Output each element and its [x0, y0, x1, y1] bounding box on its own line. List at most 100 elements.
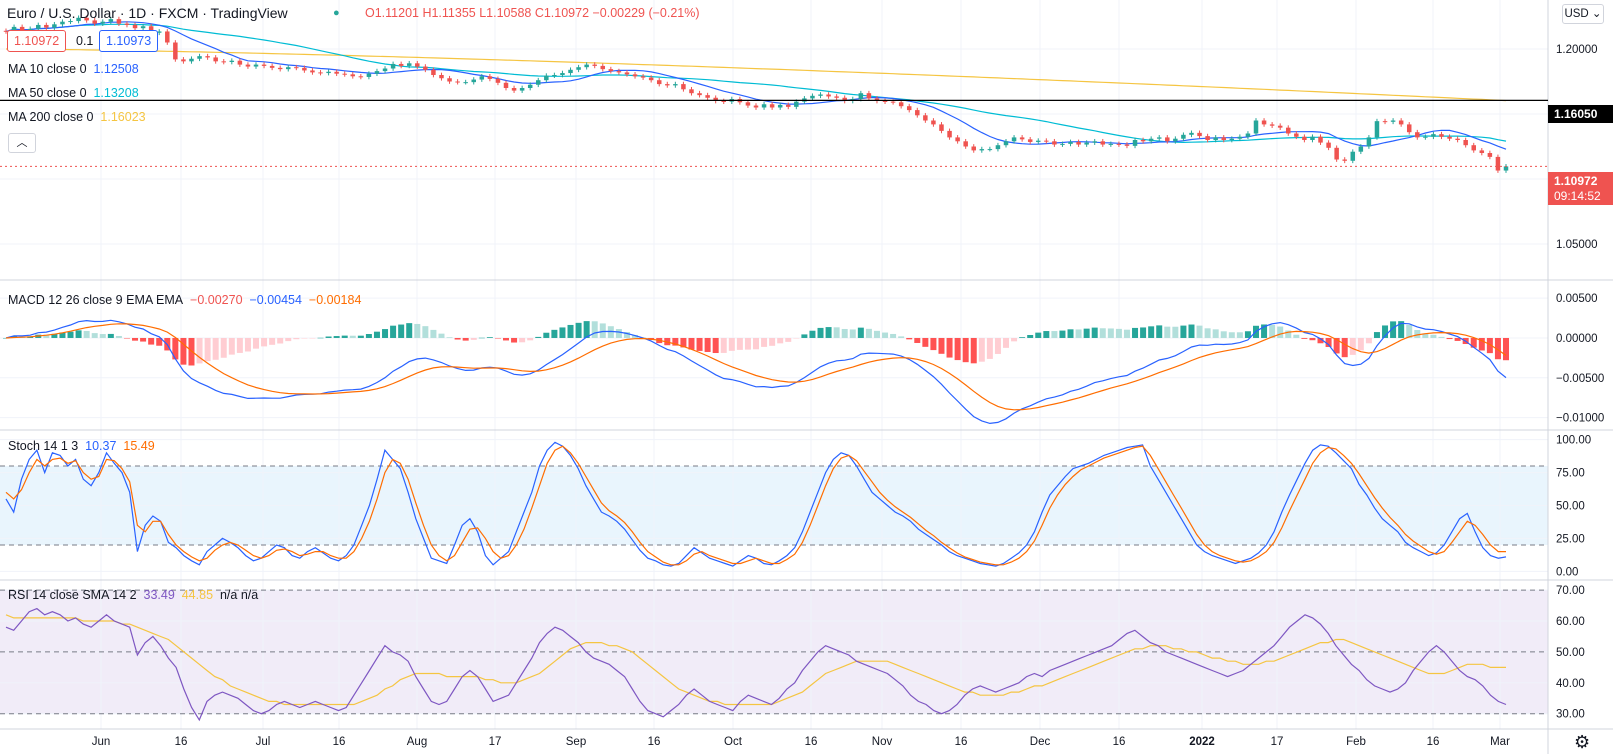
candle [302, 67, 307, 71]
candle [971, 146, 976, 151]
macd-histogram-bar [1220, 331, 1227, 338]
candle [866, 93, 872, 99]
candle [132, 24, 138, 29]
macd-histogram-bar [51, 333, 58, 338]
candle [906, 106, 912, 111]
macd-histogram-bar [1333, 337, 1340, 354]
candle [503, 82, 509, 88]
macd-histogram-bar [478, 337, 485, 339]
candle [1052, 141, 1057, 145]
candle [1237, 136, 1243, 139]
x-tick-label: 16 [648, 736, 661, 748]
macd-histogram-bar [567, 324, 574, 338]
candle [527, 84, 533, 88]
candle [124, 23, 130, 25]
candle [60, 21, 65, 25]
macd-histogram-bar [704, 337, 711, 352]
macd-histogram-bar [1003, 337, 1009, 348]
x-tick-label: Oct [724, 736, 743, 748]
candle [1479, 150, 1485, 153]
candle [1100, 141, 1106, 145]
macd-histogram-bar [317, 337, 324, 339]
candle [1447, 136, 1452, 139]
candle [640, 76, 646, 78]
macd-histogram-bar [994, 337, 1001, 354]
macd-histogram-bar [1075, 329, 1082, 338]
macd-histogram-bar [736, 337, 743, 350]
candle [1406, 124, 1412, 133]
macd-y-tick: 0.00500 [1556, 293, 1598, 305]
macd-histogram-bar [785, 337, 792, 342]
candle [1213, 137, 1218, 140]
candle [1350, 151, 1356, 161]
candle [995, 145, 1001, 150]
candle [1390, 120, 1396, 122]
macd-histogram-bar [1382, 325, 1389, 338]
macd-histogram-bar [954, 337, 961, 361]
legend-ma50[interactable]: MA 50 close 0 1.13208 [8, 85, 139, 101]
x-tick-label: Sep [566, 736, 586, 748]
candle [979, 149, 985, 151]
x-tick-label: Dec [1030, 736, 1051, 748]
stoch-y-tick: 100.00 [1556, 435, 1591, 447]
x-tick-label: 17 [489, 736, 502, 748]
candle [536, 80, 541, 85]
gear-icon[interactable]: ⚙ [1574, 732, 1591, 752]
macd-histogram-bar [83, 330, 90, 338]
macd-histogram-bar [1390, 321, 1397, 338]
legend-rsi[interactable]: RSI 14 close SMA 14 2 33.49 44.85 n/a n/… [8, 587, 258, 603]
candle [173, 42, 178, 60]
candle [511, 88, 517, 91]
macd-histogram-bar [1156, 325, 1163, 338]
candle [713, 97, 718, 101]
macd-histogram-bar [365, 334, 372, 338]
macd-histogram-bar [535, 336, 542, 338]
legend-ma200[interactable]: MA 200 close 0 1.16023 [8, 109, 146, 125]
candle [794, 101, 799, 107]
macd-histogram-bar [1172, 326, 1179, 338]
candle [261, 64, 267, 66]
sell-price-button[interactable]: 1.10972 [7, 30, 67, 52]
candle [761, 104, 767, 108]
macd-histogram-bar [1357, 337, 1364, 351]
ohlc-readout: O1.11201 H1.11355 L1.10588 C1.10972 −0.0… [365, 6, 700, 20]
candle [1060, 143, 1065, 145]
x-tick-label: 16 [955, 736, 968, 748]
legend-ma10[interactable]: MA 10 close 0 1.12508 [8, 61, 139, 77]
currency-label: USD [1564, 8, 1589, 20]
candle [374, 71, 380, 74]
macd-histogram-bar [1051, 331, 1058, 338]
candle [286, 67, 291, 70]
macd-histogram-bar [970, 337, 977, 364]
buy-price-button[interactable]: 1.10973 [99, 30, 159, 52]
candle [810, 95, 815, 99]
candle [471, 79, 476, 83]
macd-histogram-bar [632, 334, 639, 338]
stoch-y-tick: 75.00 [1556, 468, 1585, 480]
candle [431, 69, 436, 75]
macd-histogram-bar [1228, 332, 1235, 338]
candle [3, 30, 9, 32]
candle [11, 26, 17, 32]
candle [140, 26, 146, 29]
macd-histogram-bar [599, 323, 606, 338]
x-tick-label: Jul [256, 736, 271, 748]
currency-button[interactable]: USD ⌄ [1562, 4, 1604, 24]
candle [584, 64, 589, 68]
macd-histogram-bar [688, 337, 695, 350]
legend-rsi-extra: n/a n/a [219, 588, 259, 602]
candle [455, 81, 460, 83]
candle [1487, 153, 1493, 157]
symbol-title[interactable]: Euro / U.S. Dollar · 1D · FXCM · Trading… [7, 5, 288, 21]
legend-macd[interactable]: MACD 12 26 close 9 EMA EMA −0.00270 −0.0… [8, 292, 361, 308]
macd-histogram-bar [1446, 337, 1453, 340]
candle [1495, 156, 1501, 171]
candle [1431, 134, 1436, 137]
candle [116, 19, 122, 24]
collapse-legend-button[interactable]: ︿ [8, 133, 36, 153]
macd-histogram-bar [1244, 331, 1251, 338]
legend-stoch[interactable]: Stoch 14 1 3 10.37 15.49 [8, 438, 155, 454]
macd-histogram-bar [712, 337, 719, 354]
legend-rsi-ma: 44.85 [181, 588, 214, 602]
